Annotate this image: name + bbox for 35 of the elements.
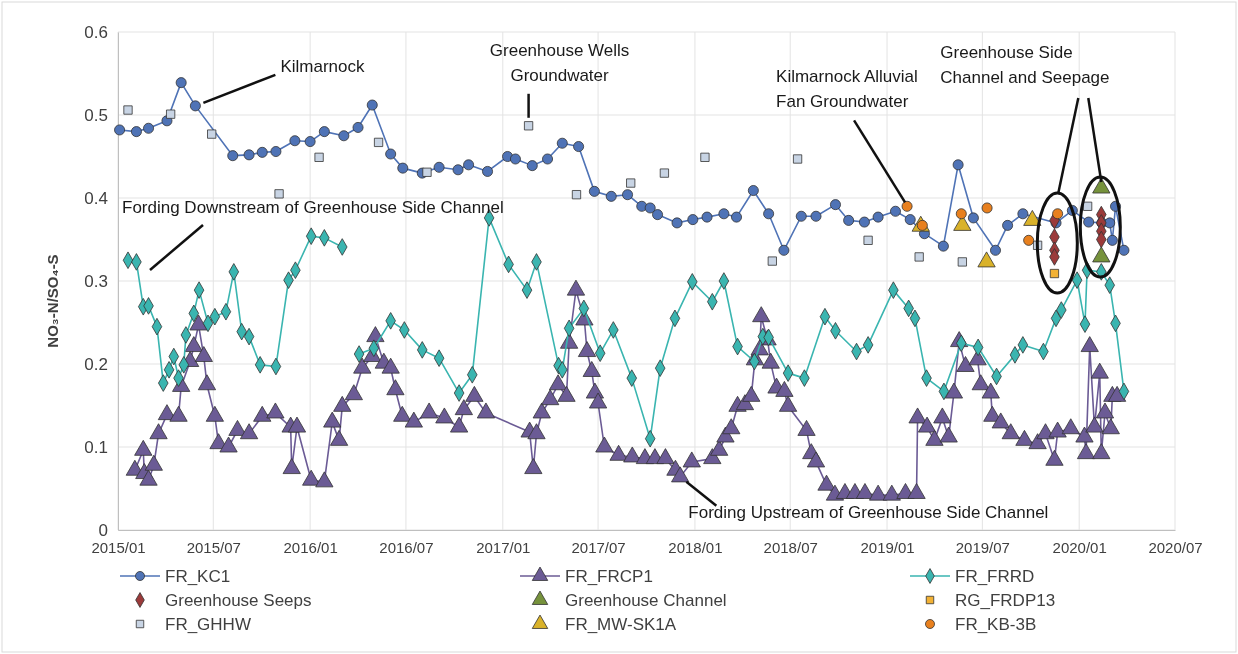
x-tick-label: 2015/01 [91,538,146,556]
x-tick-label: 2017/01 [476,538,531,556]
annotation: Kilmarnock [280,56,365,76]
annotation: Kilmarnock Alluvial Fan Groundwater [776,67,918,112]
legend-label: Greenhouse Seeps [165,591,312,610]
legend-label: FR_MW-SK1A [565,615,677,634]
legend-label: Greenhouse Channel [565,591,727,610]
x-tick-label: 2016/01 [283,538,338,556]
x-tick-label: 2018/07 [763,538,818,556]
y-tick-label: 0 [98,520,108,540]
y-axis-title: NO₃-N/SO₄-S [44,254,61,348]
x-tick-label: 2020/01 [1052,538,1107,556]
y-tick-label: 0.6 [84,22,108,42]
legend-label: RG_FRDP13 [955,591,1056,610]
legend-label: FR_KC1 [165,567,231,586]
y-tick-label: 0.4 [84,188,108,208]
y-tick-label: 0.3 [84,271,108,291]
x-tick-label: 2015/07 [186,538,241,556]
annotation: Greenhouse Side Channel and Seepage [940,43,1110,88]
y-tick-label: 0.5 [84,105,108,125]
x-tick-label: 2018/01 [668,538,723,556]
x-tick-label: 2017/07 [571,538,626,556]
y-tick-label: 0.2 [84,354,108,374]
x-tick-label: 2016/07 [379,538,434,556]
legend-label: FR_KB-3B [955,615,1037,634]
x-tick-label: 2019/07 [955,538,1010,556]
legend-label: FR_FRCP1 [565,567,653,586]
annotation: Fording Downstream of Greenhouse Side Channel [122,198,504,217]
x-tick-label: 2019/01 [860,538,915,556]
annotation: Greenhouse Wells Groundwater [489,40,630,85]
legend-label: FR_FRRD [955,567,1035,586]
x-tick-label: 2020/07 [1148,538,1203,556]
annotation: Fording Upstream of Greenhouse Side Channel [688,502,1049,522]
y-tick-label: 0.1 [84,437,108,457]
legend-label: FR_GHHW [165,615,251,634]
